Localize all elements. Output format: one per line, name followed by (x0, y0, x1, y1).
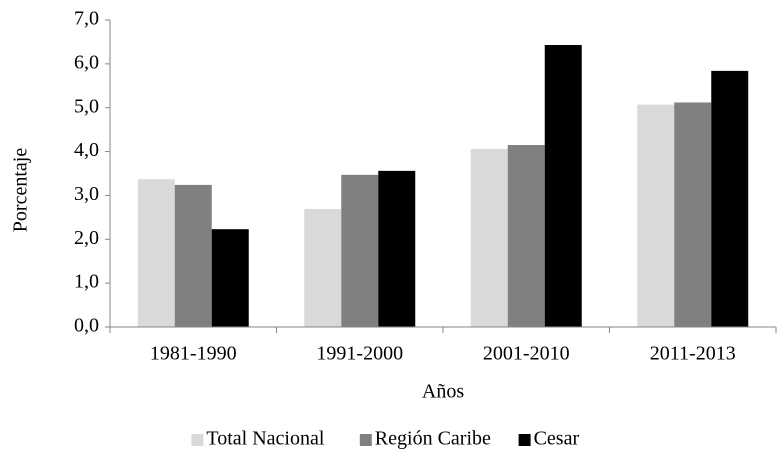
bar (211, 229, 249, 327)
y-axis-title: Porcentaje (10, 148, 32, 233)
x-axis-title: Años (422, 381, 464, 403)
bar (711, 70, 749, 328)
legend-label: Región Caribe (375, 428, 491, 450)
bar (378, 170, 416, 327)
legend-swatch (191, 434, 204, 446)
bar (470, 148, 508, 327)
y-tick-label: 4,0 (74, 139, 99, 161)
bar (341, 174, 379, 327)
y-tick-label: 6,0 (74, 51, 99, 73)
y-tick-label: 3,0 (74, 183, 99, 205)
x-tick-label: 2011-2013 (650, 343, 736, 365)
legend-swatch (518, 434, 531, 446)
x-tick-label: 2001-2010 (483, 343, 570, 365)
bar (674, 102, 712, 327)
y-tick-label: 2,0 (74, 227, 99, 249)
bar (137, 179, 175, 327)
y-tick-label: 1,0 (74, 271, 99, 293)
legend-label: Cesar (534, 428, 580, 450)
y-tick-label: 0,0 (74, 315, 99, 337)
x-tick-label: 1981-1990 (150, 343, 237, 365)
bar (507, 144, 545, 327)
bar (637, 104, 675, 327)
y-tick-label: 7,0 (74, 8, 99, 30)
legend-label: Total Nacional (206, 428, 324, 450)
y-tick-label: 5,0 (74, 95, 99, 117)
legend-swatch (359, 434, 372, 446)
bar (174, 184, 212, 327)
bar (544, 44, 582, 328)
x-tick-label: 1991-2000 (316, 343, 403, 365)
bar (304, 209, 342, 327)
